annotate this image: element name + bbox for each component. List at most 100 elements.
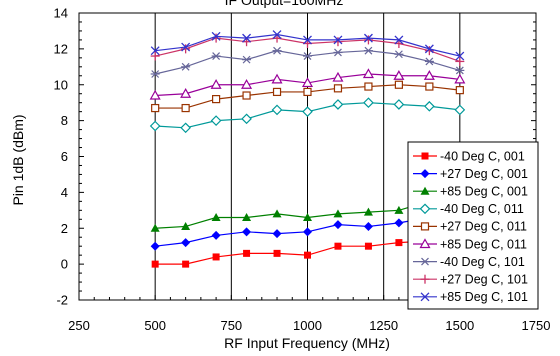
data-point — [181, 238, 191, 248]
data-point — [455, 86, 464, 95]
data-point — [455, 56, 465, 66]
data-point — [242, 33, 252, 43]
legend-label: +85 Deg C, 001 — [440, 185, 528, 199]
data-point — [454, 104, 466, 116]
legend-label: +85 Deg C, 011 — [440, 237, 527, 251]
data-point — [455, 51, 465, 61]
data-point — [271, 104, 283, 116]
data-point — [303, 227, 312, 237]
legend-label: -40 Deg C, 011 — [440, 202, 524, 216]
data-point — [242, 227, 252, 237]
data-point — [150, 223, 160, 232]
data-point — [420, 169, 430, 179]
data-point — [211, 52, 221, 60]
data-point — [150, 241, 160, 251]
data-point — [181, 221, 191, 230]
data-point — [149, 89, 161, 100]
data-point — [150, 46, 160, 56]
y-tick-label: 8 — [61, 113, 68, 128]
legend-label: +27 Deg C, 001 — [440, 167, 528, 181]
legend-label: +27 Deg C, 101 — [440, 273, 528, 287]
data-point — [420, 257, 430, 266]
legend-item: -40 Deg C, 001 — [413, 149, 525, 163]
x-axis-title: RF Input Frequency (MHz) — [224, 335, 390, 351]
data-point — [303, 35, 312, 45]
data-point — [180, 122, 191, 134]
y-tick-label: 2 — [61, 221, 68, 236]
data-point — [332, 71, 344, 82]
data-point — [272, 229, 282, 239]
data-point — [394, 80, 403, 89]
data-point — [211, 33, 221, 43]
legend-box — [407, 141, 539, 310]
data-point — [364, 242, 372, 250]
chart-title: IF Output=160MHz — [225, 0, 344, 8]
data-point — [333, 84, 343, 93]
legend-item: +85 Deg C, 011 — [413, 237, 527, 251]
legend-label: +85 Deg C, 101 — [440, 290, 528, 304]
data-point — [243, 249, 251, 257]
data-point — [303, 52, 312, 60]
data-point — [419, 203, 431, 215]
data-point — [393, 99, 405, 110]
x-tick-label: 1750 — [522, 318, 551, 333]
data-point — [420, 222, 430, 231]
data-point — [363, 46, 373, 55]
data-point — [304, 251, 311, 259]
data-point — [394, 35, 404, 45]
legend-item: +27 Deg C, 001 — [413, 167, 528, 181]
data-point — [181, 44, 191, 54]
data-point — [364, 82, 373, 91]
data-point — [333, 220, 343, 230]
data-point — [150, 51, 160, 61]
data-point — [362, 68, 374, 79]
x-tick-label: 500 — [144, 318, 166, 333]
x-tick-label: 1500 — [445, 318, 474, 333]
data-point — [333, 35, 343, 45]
y-tick-label: 6 — [61, 149, 68, 164]
y-tick-label: 12 — [54, 41, 68, 56]
legend-item: +27 Deg C, 011 — [413, 220, 527, 234]
data-point — [271, 73, 283, 84]
x-tick-label: 750 — [220, 318, 242, 333]
data-point — [272, 209, 282, 218]
data-point — [424, 100, 435, 112]
series-layer — [149, 30, 466, 268]
data-point — [151, 103, 160, 113]
legend-label: +27 Deg C, 011 — [440, 220, 527, 234]
legend-item: -40 Deg C, 011 — [413, 202, 524, 216]
legend-item: +85 Deg C, 001 — [413, 185, 528, 199]
data-point — [363, 97, 374, 109]
data-point — [301, 77, 314, 88]
data-point — [211, 31, 221, 41]
data-point — [363, 35, 373, 45]
data-point — [363, 207, 373, 216]
data-point — [211, 230, 221, 240]
data-point — [241, 113, 252, 125]
series — [150, 46, 465, 78]
data-point — [423, 70, 435, 80]
series — [149, 97, 466, 134]
data-point — [302, 106, 313, 118]
data-point — [303, 87, 312, 97]
data-point — [210, 115, 222, 126]
data-point — [363, 33, 373, 43]
data-point — [332, 99, 344, 110]
series — [149, 68, 466, 100]
data-point — [242, 212, 252, 221]
data-point — [151, 260, 159, 268]
data-point — [455, 66, 465, 75]
data-point — [420, 274, 430, 284]
data-point — [334, 242, 342, 250]
y-tick-label: 14 — [54, 6, 68, 21]
data-point — [272, 30, 282, 39]
data-point — [212, 94, 221, 104]
data-point — [393, 70, 405, 80]
data-point — [394, 218, 404, 228]
x-tick-label: 1250 — [369, 318, 398, 333]
y-tick-label: -2 — [56, 293, 68, 308]
data-point — [424, 57, 434, 66]
y-tick-label: 0 — [61, 257, 68, 272]
tick-labels: 250 500 750 1000 1250 1500 1750 -2 0 2 4 6 8 10 12 14 — [54, 6, 551, 334]
data-point — [424, 44, 434, 54]
